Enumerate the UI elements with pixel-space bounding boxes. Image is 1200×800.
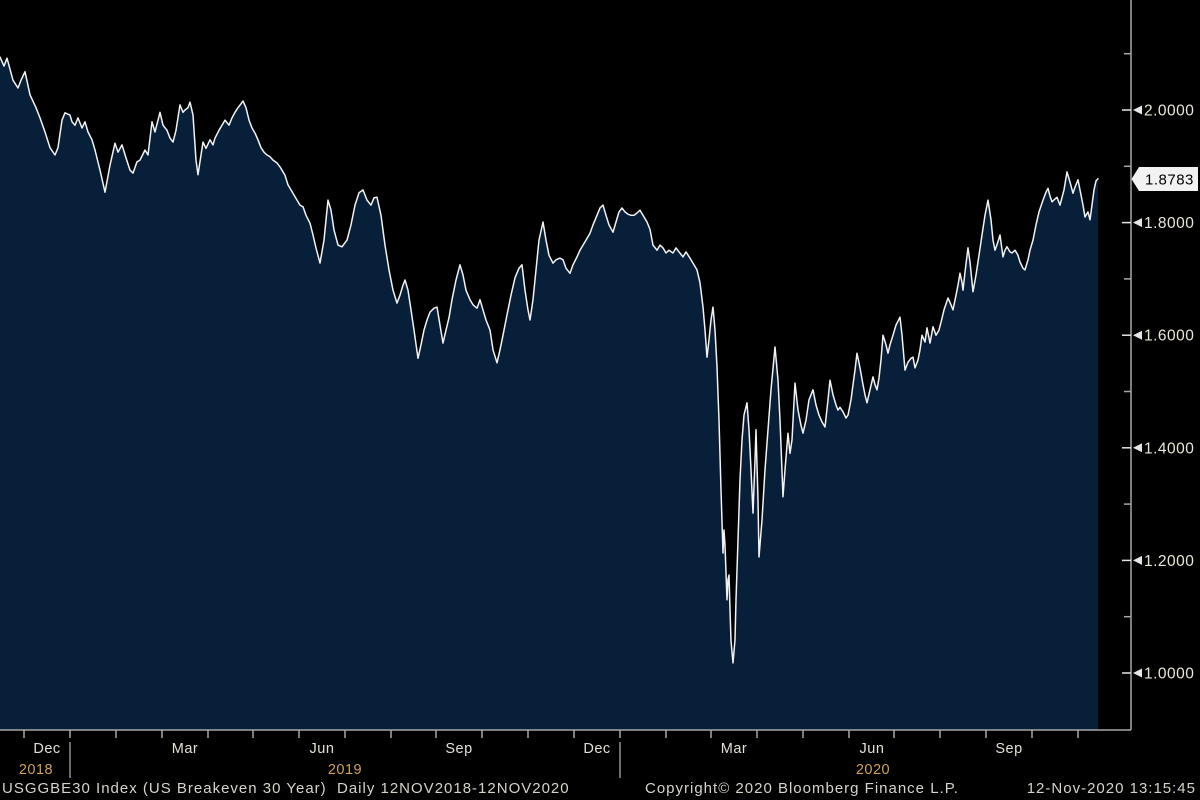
price-line — [0, 56, 1099, 664]
security-description: USGGBE30 Index (US Breakeven 30 Year) Da… — [2, 780, 570, 797]
y-axis-price-label: 1.8000 — [1144, 215, 1194, 232]
y-axis-price-label: 1.2000 — [1144, 553, 1194, 570]
last-price-tag — [1131, 167, 1198, 191]
x-axis-month-label: Sep — [445, 741, 472, 757]
x-axis-month-label: Jun — [310, 741, 335, 757]
y-tick-pointer-icon — [1133, 555, 1142, 565]
y-axis-price-label: 1.6000 — [1144, 328, 1194, 345]
y-tick-pointer-icon — [1133, 218, 1142, 228]
y-tick-pointer-icon — [1133, 668, 1142, 678]
y-tick-pointer-icon — [1133, 443, 1142, 453]
status-bar: USGGBE30 Index (US Breakeven 30 Year) Da… — [0, 779, 1200, 800]
y-axis-price-label: 1.0000 — [1144, 666, 1194, 683]
chart-plot-region[interactable]: 2.0000 1.8000 1.6000 1.4000 1.2000 1.0000 Dec M… — [0, 0, 1200, 778]
x-axis-month-label: Mar — [172, 741, 198, 757]
x-axis-month-label: Jun — [860, 741, 885, 757]
x-axis-month-label: Sep — [995, 741, 1022, 757]
x-axis-year-label: 2020 — [856, 762, 890, 778]
copyright-text: Copyright© 2020 Bloomberg Finance L.P. — [645, 780, 959, 797]
x-axis-month-label: Dec — [33, 741, 60, 757]
y-axis-price-label: 2.0000 — [1144, 103, 1194, 120]
x-axis-month-label: Mar — [721, 741, 747, 757]
y-tick-pointer-icon — [1133, 330, 1142, 340]
x-axis-year-label: 2019 — [328, 762, 362, 778]
price-area-fill — [0, 57, 1098, 731]
x-axis-year-label: 2018 — [19, 762, 53, 778]
timestamp: 12-Nov-2020 13:15:45 — [1026, 780, 1196, 797]
last-price-value: 1.8783 — [1145, 172, 1194, 189]
x-axis-month-label: Dec — [583, 741, 610, 757]
y-tick-pointer-icon — [1133, 105, 1142, 115]
y-axis-price-label: 1.4000 — [1144, 440, 1194, 457]
price-chart[interactable]: 2.0000 1.8000 1.6000 1.4000 1.2000 1.0000 Dec M… — [0, 0, 1200, 778]
